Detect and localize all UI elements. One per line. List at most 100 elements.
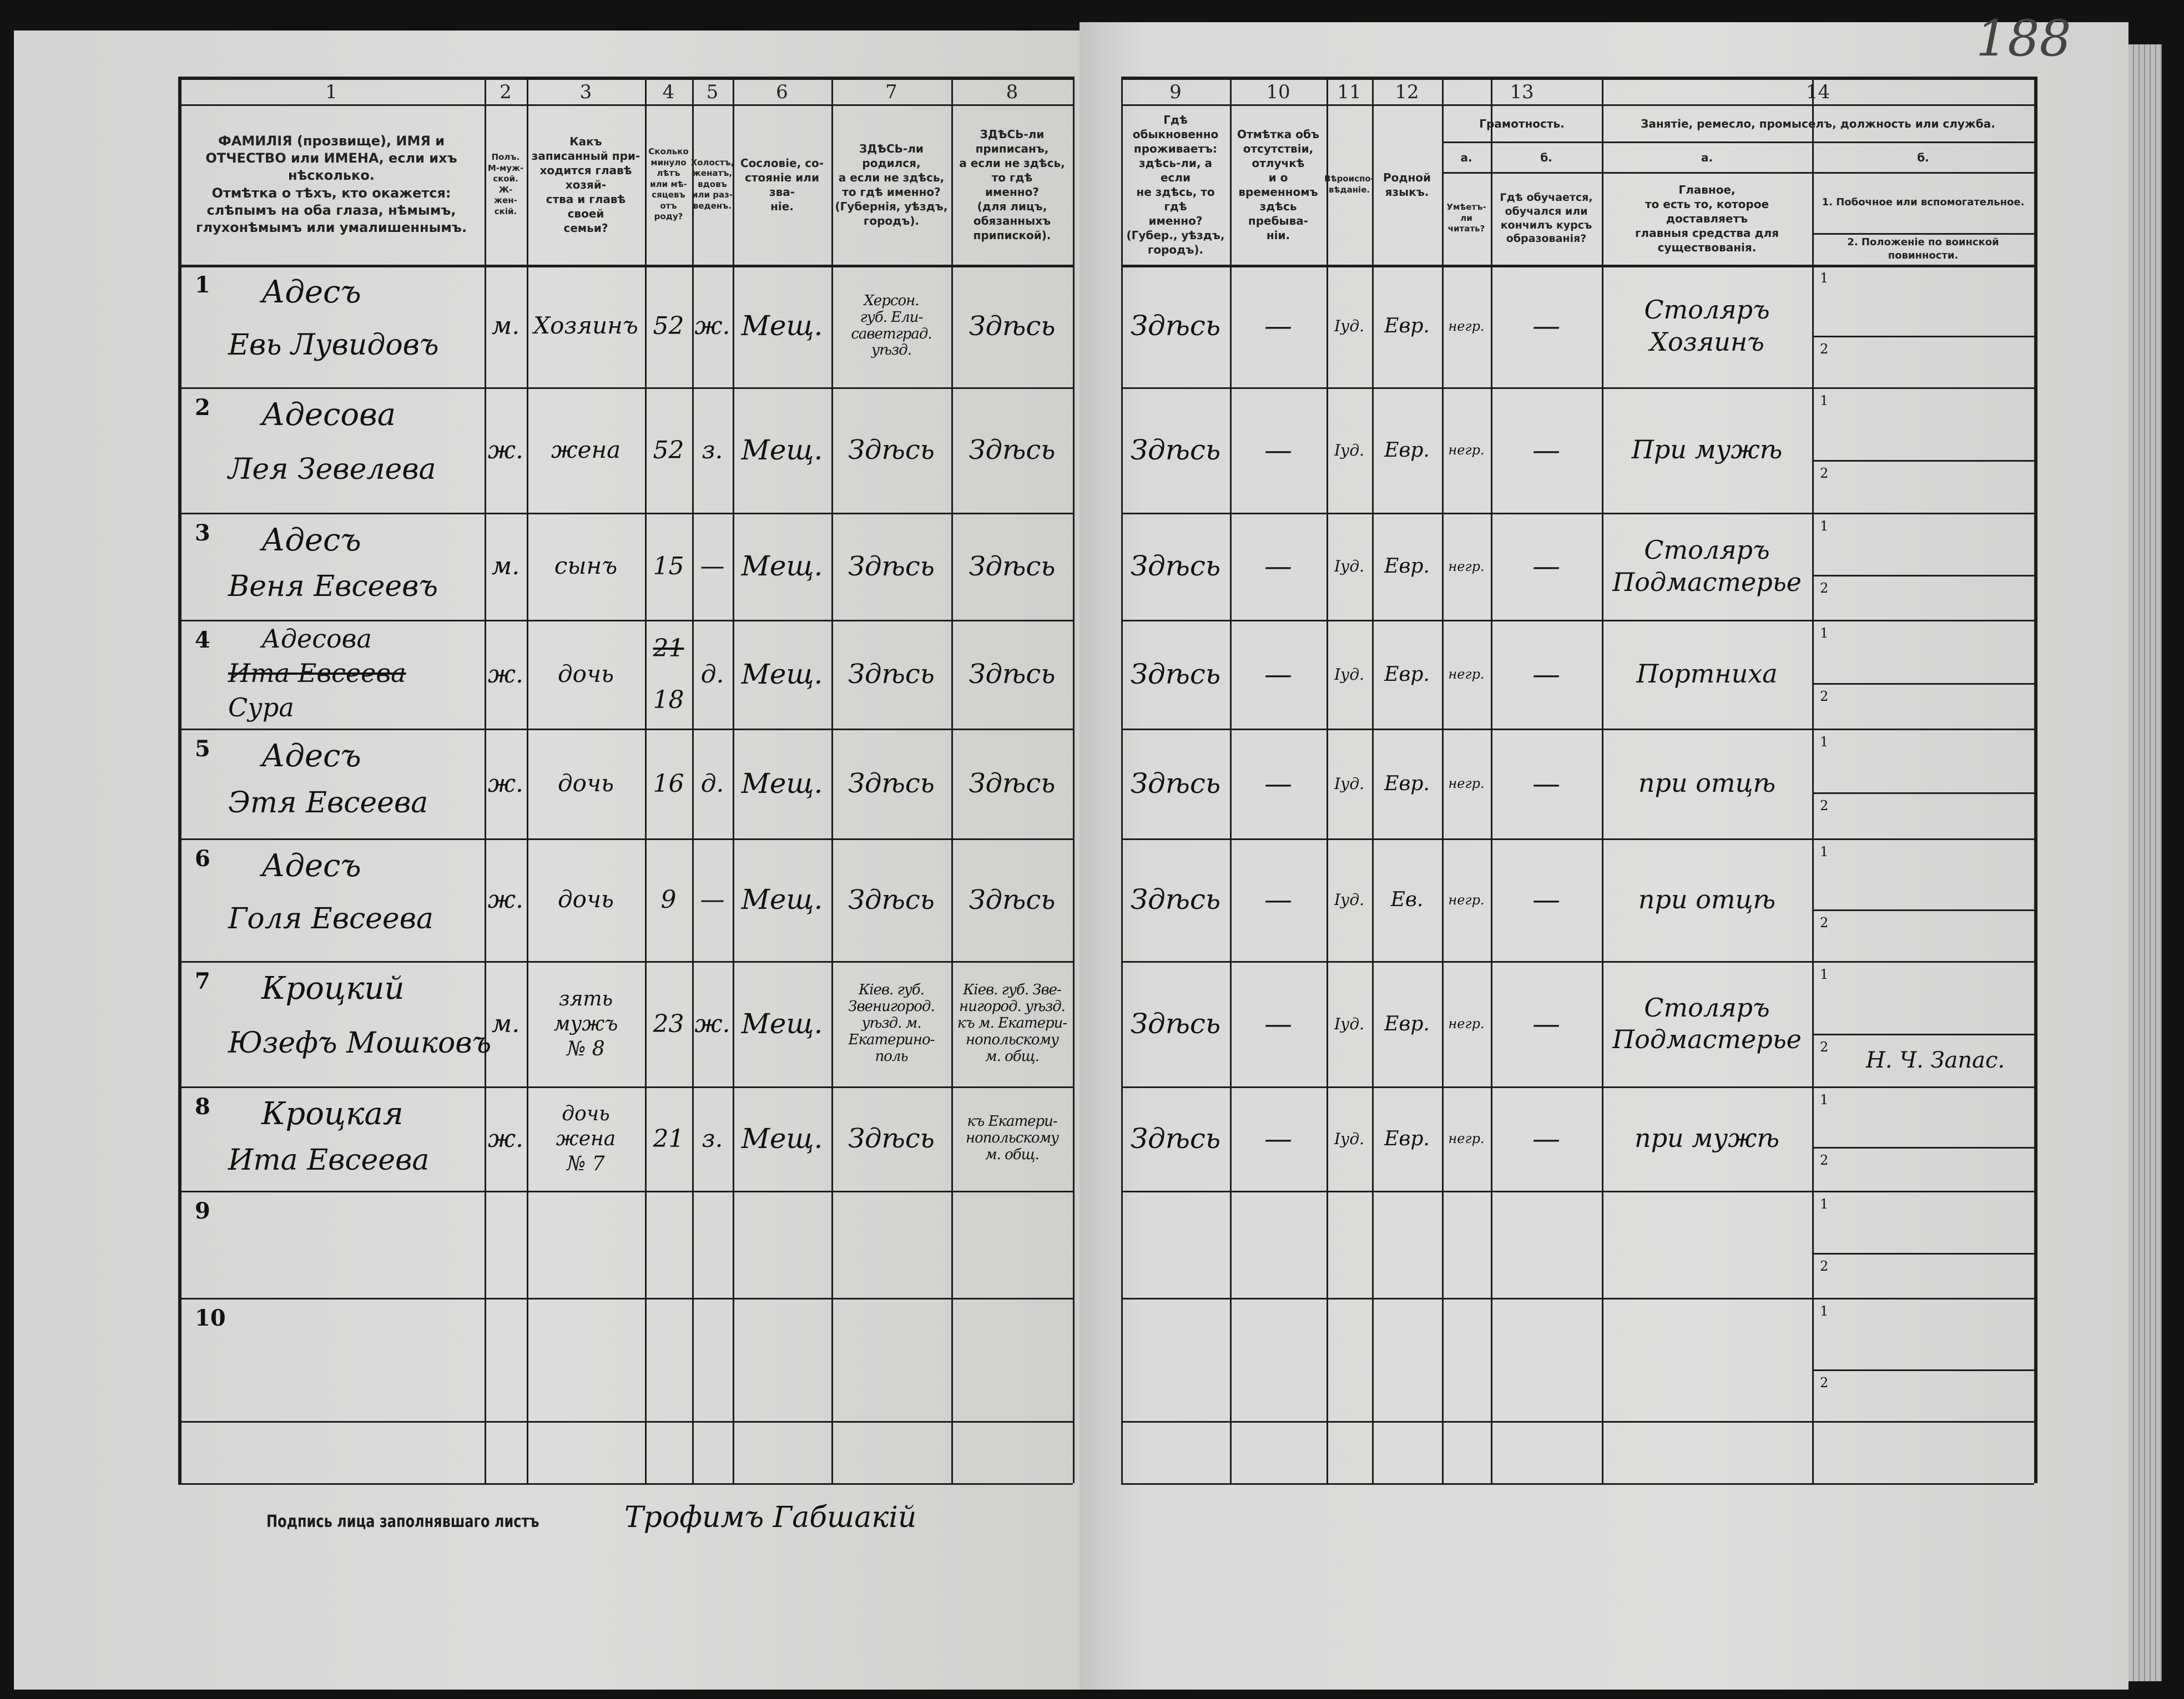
column-divider — [733, 77, 734, 1483]
cell-language: Евр. — [1384, 555, 1430, 578]
surname: Адесъ — [261, 274, 361, 310]
cell-education: — — [1532, 550, 1560, 583]
cell-religion: Іуд. — [1334, 441, 1364, 459]
cell-registered: къ Екатери- нопольскому м. общ. — [965, 1113, 1059, 1163]
column-header: Полъ. М-муж- ской. Ж-жен- скій. — [487, 152, 524, 216]
cell-absence: — — [1264, 1122, 1292, 1155]
cell-occupation: Столяръ Хозяинъ — [1644, 295, 1770, 357]
row-number-right: 1 — [1820, 1303, 1829, 1319]
cell-literate: негр. — [1448, 776, 1485, 791]
column-header: Сословіе, со- стояніе или зва- ніе. — [740, 156, 824, 213]
row-divider — [178, 1298, 1073, 1299]
column-divider — [645, 77, 647, 1483]
column-number: 3 — [579, 81, 592, 103]
row-number: 6 — [195, 846, 210, 872]
sub-divider — [1812, 792, 2034, 794]
given-name: Лея Зевелева — [228, 452, 436, 486]
row-divider — [1121, 1298, 2034, 1299]
cell-residence: Здѣсь — [1130, 658, 1221, 690]
cell-age: 21 — [653, 1124, 684, 1153]
cell-birthplace: Кiев. губ. Звенигород. уѣзд. м. Екатерин… — [848, 982, 935, 1065]
cell-residence: Здѣсь — [1130, 767, 1221, 800]
cell-birthplace: Здѣсь — [848, 659, 935, 690]
cell-relation: дочь — [558, 886, 614, 913]
row-number: 7 — [195, 968, 210, 994]
row-divider — [1121, 513, 2034, 514]
column-header: ФАМИЛІЯ (прозвище), ИМЯ и ОТЧЕСТВО или И… — [195, 133, 467, 235]
row-number-right: 2 — [1820, 341, 1829, 357]
column-number: 7 — [885, 81, 897, 103]
cell-estate: Мещ. — [741, 550, 823, 583]
cell-marital: ж. — [694, 1009, 730, 1038]
row-number-right: 1 — [1820, 967, 1829, 982]
cell-birthplace: Здѣсь — [848, 550, 935, 582]
column-header: Холостъ, женатъ, вдовъ или раз- веденъ. — [690, 157, 734, 211]
column-header: Вѣроиспо- вѣданіе. — [1324, 174, 1374, 195]
right-page — [1080, 22, 2128, 1690]
cell-military-status: Н. Ч. Запас. — [1865, 1047, 2005, 1073]
row-number-right: 2 — [1820, 915, 1829, 931]
row-number-right: 2 — [1820, 798, 1829, 813]
cell-marital: — — [700, 552, 725, 580]
cell-sex: м. — [491, 552, 520, 580]
column-sublabel: а. — [1460, 151, 1472, 164]
cell-literate: негр. — [1448, 1131, 1485, 1146]
sub-divider — [1812, 1253, 2034, 1255]
cell-age: 52 — [653, 436, 684, 464]
cell-estate: Мещ. — [741, 310, 823, 342]
cell-sex: ж. — [487, 886, 523, 914]
cell-education: — — [1532, 883, 1560, 916]
cell-registered: Здѣсь — [969, 434, 1056, 466]
column-header: Умѣетъ- ли читать? — [1446, 202, 1486, 234]
cell-registered: Здѣсь — [969, 659, 1056, 690]
column-number: 12 — [1395, 81, 1419, 103]
cell-estate: Мещ. — [741, 1122, 823, 1155]
sub-divider — [1812, 460, 2034, 462]
column-header: ЗДѢСЬ-ли приписанъ, а если не здѣсь, то … — [959, 127, 1065, 242]
cell-religion: Іуд. — [1334, 774, 1364, 793]
given-name: Этя Евсеева — [228, 786, 428, 820]
grid-line — [1121, 265, 2034, 267]
column-number: 8 — [1006, 81, 1018, 103]
sub-divider — [1812, 683, 2034, 685]
row-number-right: 1 — [1820, 393, 1829, 408]
cell-absence: — — [1264, 550, 1292, 583]
sub-divider — [1812, 1034, 2034, 1035]
column-header: ЗДѢСЬ-ли родился, а если не здѣсь, то гд… — [835, 141, 948, 227]
signature-label: Подпись лица заполнявшаго листъ — [266, 1512, 539, 1531]
column-divider — [831, 77, 833, 1483]
column-number: 13 — [1510, 81, 1534, 103]
cell-birthplace: Здѣсь — [848, 884, 935, 916]
cell-sex: ж. — [487, 436, 523, 464]
cell-estate: Мещ. — [741, 767, 823, 800]
row-number-right: 2 — [1820, 689, 1829, 704]
row-divider — [178, 387, 1073, 389]
row-number-right: 2 — [1820, 1152, 1829, 1168]
column-divider — [485, 77, 486, 1483]
row-number: 5 — [195, 736, 210, 762]
column-divider — [1812, 77, 1814, 1483]
row-number: 3 — [195, 520, 210, 546]
cell-registered: Здѣсь — [969, 768, 1056, 799]
given-name-struck: Ита Евсеева — [228, 658, 406, 689]
cell-occupation: При мужѣ — [1631, 434, 1783, 465]
column-number: 10 — [1266, 81, 1290, 103]
cell-occupation: Столяръ Подмастерье — [1612, 992, 1802, 1055]
cell-marital: з. — [702, 1124, 723, 1153]
column-header: Грамотность. — [1479, 117, 1565, 130]
given-name: Юзефъ Мошковъ — [228, 1026, 492, 1060]
sub-divider — [1812, 1369, 2034, 1371]
cell-age: 15 — [653, 552, 684, 580]
sub-divider — [1812, 909, 2034, 911]
cell-absence: — — [1264, 310, 1292, 342]
surname: Адесъ — [261, 848, 361, 884]
row-divider — [1121, 620, 2034, 621]
column-number: 14 — [1805, 81, 1830, 103]
cell-absence: — — [1264, 1007, 1292, 1040]
cell-absence: — — [1264, 883, 1292, 916]
column-divider — [527, 77, 528, 1483]
sub-divider — [1812, 1147, 2034, 1149]
row-number-right: 1 — [1820, 270, 1829, 286]
cell-residence: Здѣсь — [1130, 1007, 1221, 1040]
cell-language: Ев. — [1390, 888, 1424, 911]
